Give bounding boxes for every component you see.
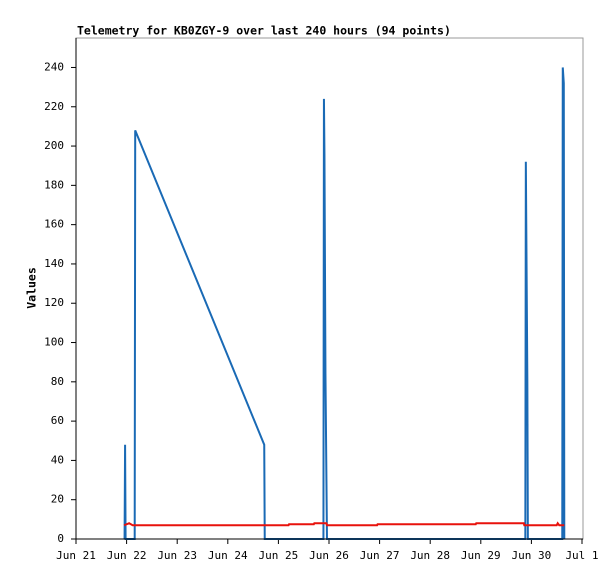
y-tick-label: 0: [57, 532, 64, 545]
x-tick-label: Jul 1: [565, 549, 598, 562]
y-tick-label: 40: [51, 453, 64, 466]
x-tick-label: Jun 25: [259, 549, 299, 562]
y-tick-label: 20: [51, 493, 64, 506]
x-tick-label: Jun 28: [410, 549, 450, 562]
x-tick-label: Jun 27: [360, 549, 400, 562]
y-tick-label: 160: [44, 218, 64, 231]
y-tick-label: 200: [44, 139, 64, 152]
chart-title: Telemetry for KB0ZGY-9 over last 240 hou…: [77, 24, 451, 38]
series-line: [123, 67, 566, 540]
y-tick-label: 220: [44, 100, 64, 113]
y-tick-label: 140: [44, 257, 64, 270]
x-tick-label: Jun 23: [157, 549, 197, 562]
y-tick-label: 80: [51, 375, 64, 388]
plot-frame: [75, 37, 584, 540]
x-tick-label: Jun 22: [107, 549, 147, 562]
y-axis-label: Values: [25, 267, 39, 309]
x-tick-label: Jun 26: [309, 549, 349, 562]
x-tick-label: Jun 24: [208, 549, 248, 562]
y-tick-label: 60: [51, 414, 64, 427]
x-tick-label: Jun 21: [56, 549, 96, 562]
y-tick-label: 100: [44, 336, 64, 349]
y-tick-label: 120: [44, 296, 64, 309]
series-line: [123, 521, 565, 527]
y-tick-label: 240: [44, 60, 64, 73]
x-tick-label: Jun 29: [461, 549, 501, 562]
y-tick-label: 180: [44, 178, 64, 191]
x-tick-label: Jun 30: [512, 549, 552, 562]
